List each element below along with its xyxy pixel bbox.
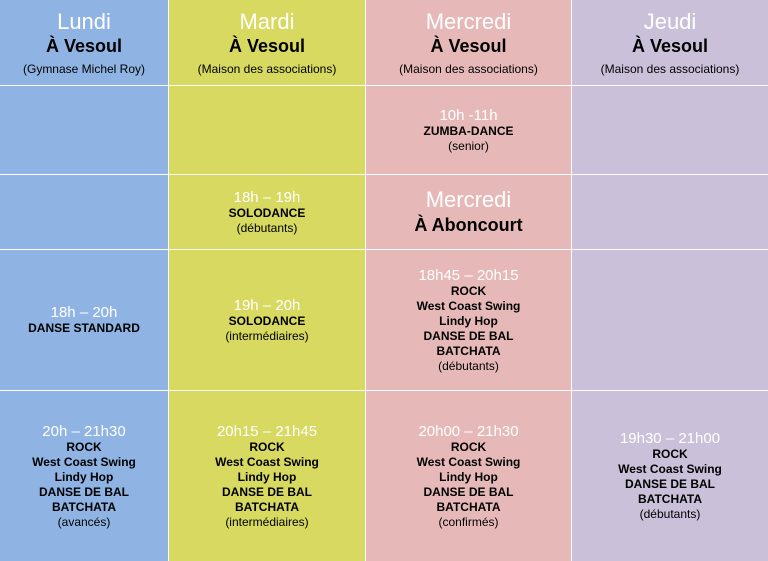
class-name: West Coast Swing bbox=[416, 454, 521, 469]
header-city: À Vesoul bbox=[631, 35, 709, 56]
class-time: 18h – 20h bbox=[50, 304, 118, 321]
header-day: Mercredi bbox=[425, 8, 512, 34]
class-time: 20h00 – 21h30 bbox=[418, 422, 519, 440]
header-place: (Maison des associations) bbox=[600, 61, 740, 76]
cell-mardi-row2: 18h – 19h SOLODANCE (débutants) bbox=[169, 175, 366, 250]
class-time: 19h30 – 21h00 bbox=[619, 430, 721, 447]
class-name: ROCK bbox=[652, 447, 688, 461]
class-name: West Coast Swing bbox=[215, 454, 319, 469]
header-place: (Gymnase Michel Roy) bbox=[22, 61, 146, 76]
class-name: BATCHATA bbox=[52, 499, 116, 514]
class-time: 18h – 19h bbox=[233, 188, 301, 206]
header-city: À Vesoul bbox=[430, 35, 507, 56]
cell-lundi-row2 bbox=[0, 175, 169, 250]
class-level: (débutants) bbox=[639, 507, 701, 521]
cell-mercredi-row3: 18h45 – 20h15 ROCK West Coast Swing Lind… bbox=[366, 250, 572, 391]
class-name: Lindy Hop bbox=[439, 469, 498, 484]
class-name: DANSE DE BAL bbox=[221, 484, 312, 499]
class-level: (débutants) bbox=[438, 358, 499, 373]
cell-jeudi-row4: 19h30 – 21h00 ROCK West Coast Swing DANS… bbox=[572, 391, 768, 561]
header-place: (Maison des associations) bbox=[197, 61, 337, 76]
cell-mercredi-row4: 20h00 – 21h30 ROCK West Coast Swing Lind… bbox=[366, 391, 572, 561]
class-level: (avancés) bbox=[57, 514, 111, 529]
header-city: À Vesoul bbox=[45, 35, 123, 56]
class-name: ROCK bbox=[249, 439, 285, 454]
cell-lundi-row1 bbox=[0, 86, 169, 175]
cell-jeudi-row3 bbox=[572, 250, 768, 391]
class-name: DANSE DE BAL bbox=[423, 484, 514, 499]
class-time: 20h – 21h30 bbox=[42, 422, 126, 440]
class-name: DANSE STANDARD bbox=[28, 321, 140, 335]
header-place: (Maison des associations) bbox=[399, 61, 538, 76]
header-jeudi: Jeudi À Vesoul (Maison des associations) bbox=[572, 0, 768, 86]
class-name: BATCHATA bbox=[638, 492, 702, 506]
class-name: Lindy Hop bbox=[54, 469, 114, 484]
class-name: BATCHATA bbox=[436, 343, 501, 358]
class-level: (senior) bbox=[448, 138, 489, 153]
class-name: BATCHATA bbox=[436, 499, 501, 514]
class-name: ROCK bbox=[450, 283, 487, 298]
class-time: 20h15 – 21h45 bbox=[216, 422, 318, 440]
class-name: Lindy Hop bbox=[237, 469, 297, 484]
header-day: Lundi bbox=[57, 8, 111, 34]
cell-lundi-row3: 18h – 20h DANSE STANDARD bbox=[0, 250, 169, 391]
cell-mardi-row3: 19h – 20h SOLODANCE (intermédiaires) bbox=[169, 250, 366, 391]
class-name: DANSE DE BAL bbox=[624, 477, 715, 491]
class-level: (confirmés) bbox=[438, 514, 499, 529]
header-mercredi: Mercredi À Vesoul (Maison des associatio… bbox=[366, 0, 572, 86]
class-name: West Coast Swing bbox=[618, 462, 722, 476]
class-level: (intermédiaires) bbox=[225, 328, 309, 343]
header-lundi: Lundi À Vesoul (Gymnase Michel Roy) bbox=[0, 0, 169, 86]
subheader-day: Mercredi bbox=[425, 187, 512, 212]
class-name: ZUMBA-DANCE bbox=[423, 123, 514, 138]
subheader-mercredi-aboncourt: Mercredi À Aboncourt bbox=[366, 175, 572, 250]
class-time: 19h – 20h bbox=[233, 296, 301, 314]
cell-lundi-row4: 20h – 21h30 ROCK West Coast Swing Lindy … bbox=[0, 391, 169, 561]
cell-jeudi-row2 bbox=[572, 175, 768, 250]
header-city: À Vesoul bbox=[228, 35, 306, 56]
class-level: (débutants) bbox=[236, 220, 298, 235]
class-name: SOLODANCE bbox=[228, 205, 306, 220]
class-name: West Coast Swing bbox=[32, 454, 136, 469]
class-name: Lindy Hop bbox=[439, 313, 498, 328]
header-mardi: Mardi À Vesoul (Maison des associations) bbox=[169, 0, 366, 86]
class-name: West Coast Swing bbox=[416, 298, 521, 313]
header-day: Mardi bbox=[239, 8, 295, 34]
class-name: DANSE DE BAL bbox=[423, 328, 514, 343]
cell-mercredi-row1: 10h -11h ZUMBA-DANCE (senior) bbox=[366, 86, 572, 175]
class-name: ROCK bbox=[450, 439, 487, 454]
cell-mardi-row4: 20h15 – 21h45 ROCK West Coast Swing Lind… bbox=[169, 391, 366, 561]
subheader-city: À Aboncourt bbox=[414, 215, 523, 235]
cell-mardi-row1 bbox=[169, 86, 366, 175]
class-name: BATCHATA bbox=[235, 499, 299, 514]
class-level: (intermédiaires) bbox=[225, 514, 309, 529]
class-name: ROCK bbox=[66, 439, 102, 454]
class-name: SOLODANCE bbox=[228, 313, 306, 328]
class-name: DANSE DE BAL bbox=[38, 484, 129, 499]
cell-jeudi-row1 bbox=[572, 86, 768, 175]
header-day: Jeudi bbox=[643, 8, 697, 34]
class-time: 18h45 – 20h15 bbox=[418, 266, 519, 284]
class-time: 10h -11h bbox=[439, 106, 498, 124]
